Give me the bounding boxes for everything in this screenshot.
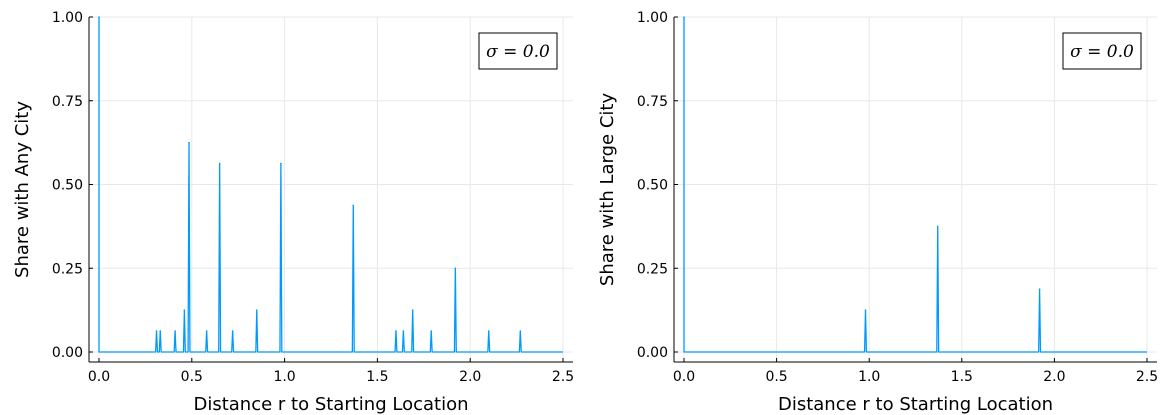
y-tick-label: 0.50 [637, 178, 668, 194]
spike-peak-point [864, 309, 867, 311]
y-tick-label: 0.00 [637, 345, 668, 361]
x-tick-label: 2.0 [459, 369, 481, 385]
spike-peak-point [155, 330, 158, 332]
spike-peak-point [280, 162, 282, 165]
spike-peak-point [487, 330, 490, 332]
legend-box [478, 32, 558, 70]
y-tick-label: 0.50 [52, 178, 83, 194]
x-tick-label: 2.5 [552, 369, 574, 385]
legend-box [1062, 32, 1142, 70]
spike-peak-point [231, 330, 234, 332]
x-axis-title: Distance r to Starting Location [193, 394, 468, 415]
spike-peak-point [188, 141, 190, 144]
y-axis-title: Share with Large City [597, 93, 618, 287]
spike-peak-point [936, 225, 939, 228]
x-tick-label: 0.5 [765, 369, 787, 385]
spike-peak-point [218, 162, 221, 165]
spike-peak-point [411, 309, 414, 311]
x-tick-label: 2.5 [1136, 369, 1158, 385]
x-tick-label: 0.5 [181, 369, 203, 385]
y-tick-label: 0.25 [52, 261, 83, 277]
x-tick-label: 1.0 [273, 369, 295, 385]
chart-panel-1: 0.00 0.25 0.50 0.75 1.00 0.0 0.5 1.0 1.5 2.0 2.5 Di… [12, 10, 574, 415]
x-tick-label: 1.5 [951, 369, 973, 385]
spike-peak-point [183, 309, 186, 311]
spike-peak-point [454, 267, 457, 270]
y-tick-label: 1.00 [637, 10, 668, 26]
spike-peak-point [683, 16, 685, 18]
x-tick-label: 1.0 [858, 369, 880, 385]
y-tick-label: 0.75 [637, 94, 668, 110]
spike-peak-point [430, 330, 433, 332]
spike-peak-point [98, 16, 100, 18]
x-axis-title: Distance r to Starting Location [778, 394, 1053, 415]
spike-peak-point [519, 330, 522, 332]
legend-label: σ = 0.0 [1070, 42, 1134, 62]
x-tick-label: 0.0 [88, 369, 110, 385]
y-tick-label: 1.00 [52, 10, 83, 26]
spike-peak-point [159, 330, 162, 332]
series-line [98, 17, 563, 353]
spike-peak-point [402, 330, 405, 332]
spike-peak-point [205, 330, 208, 332]
legend-label: σ = 0.0 [486, 42, 550, 62]
spike-peak-point [395, 330, 397, 332]
y-axis-title: Share with Any City [12, 101, 33, 278]
spike-peak-point [255, 309, 258, 311]
chart-panel-2: 0.00 0.25 0.50 0.75 1.00 0.0 0.5 1.0 1.5 2.0 2.5 Di… [597, 10, 1158, 415]
x-tick-label: 1.5 [366, 369, 388, 385]
spike-peak-point [174, 330, 176, 332]
y-tick-label: 0.75 [52, 94, 83, 110]
x-tick-label: 2.0 [1043, 369, 1065, 385]
spike-peak-point [352, 204, 355, 207]
y-tick-label: 0.00 [52, 345, 83, 361]
x-tick-label: 0.0 [673, 369, 695, 385]
y-tick-label: 0.25 [637, 261, 668, 277]
spike-peak-point [1038, 288, 1041, 290]
